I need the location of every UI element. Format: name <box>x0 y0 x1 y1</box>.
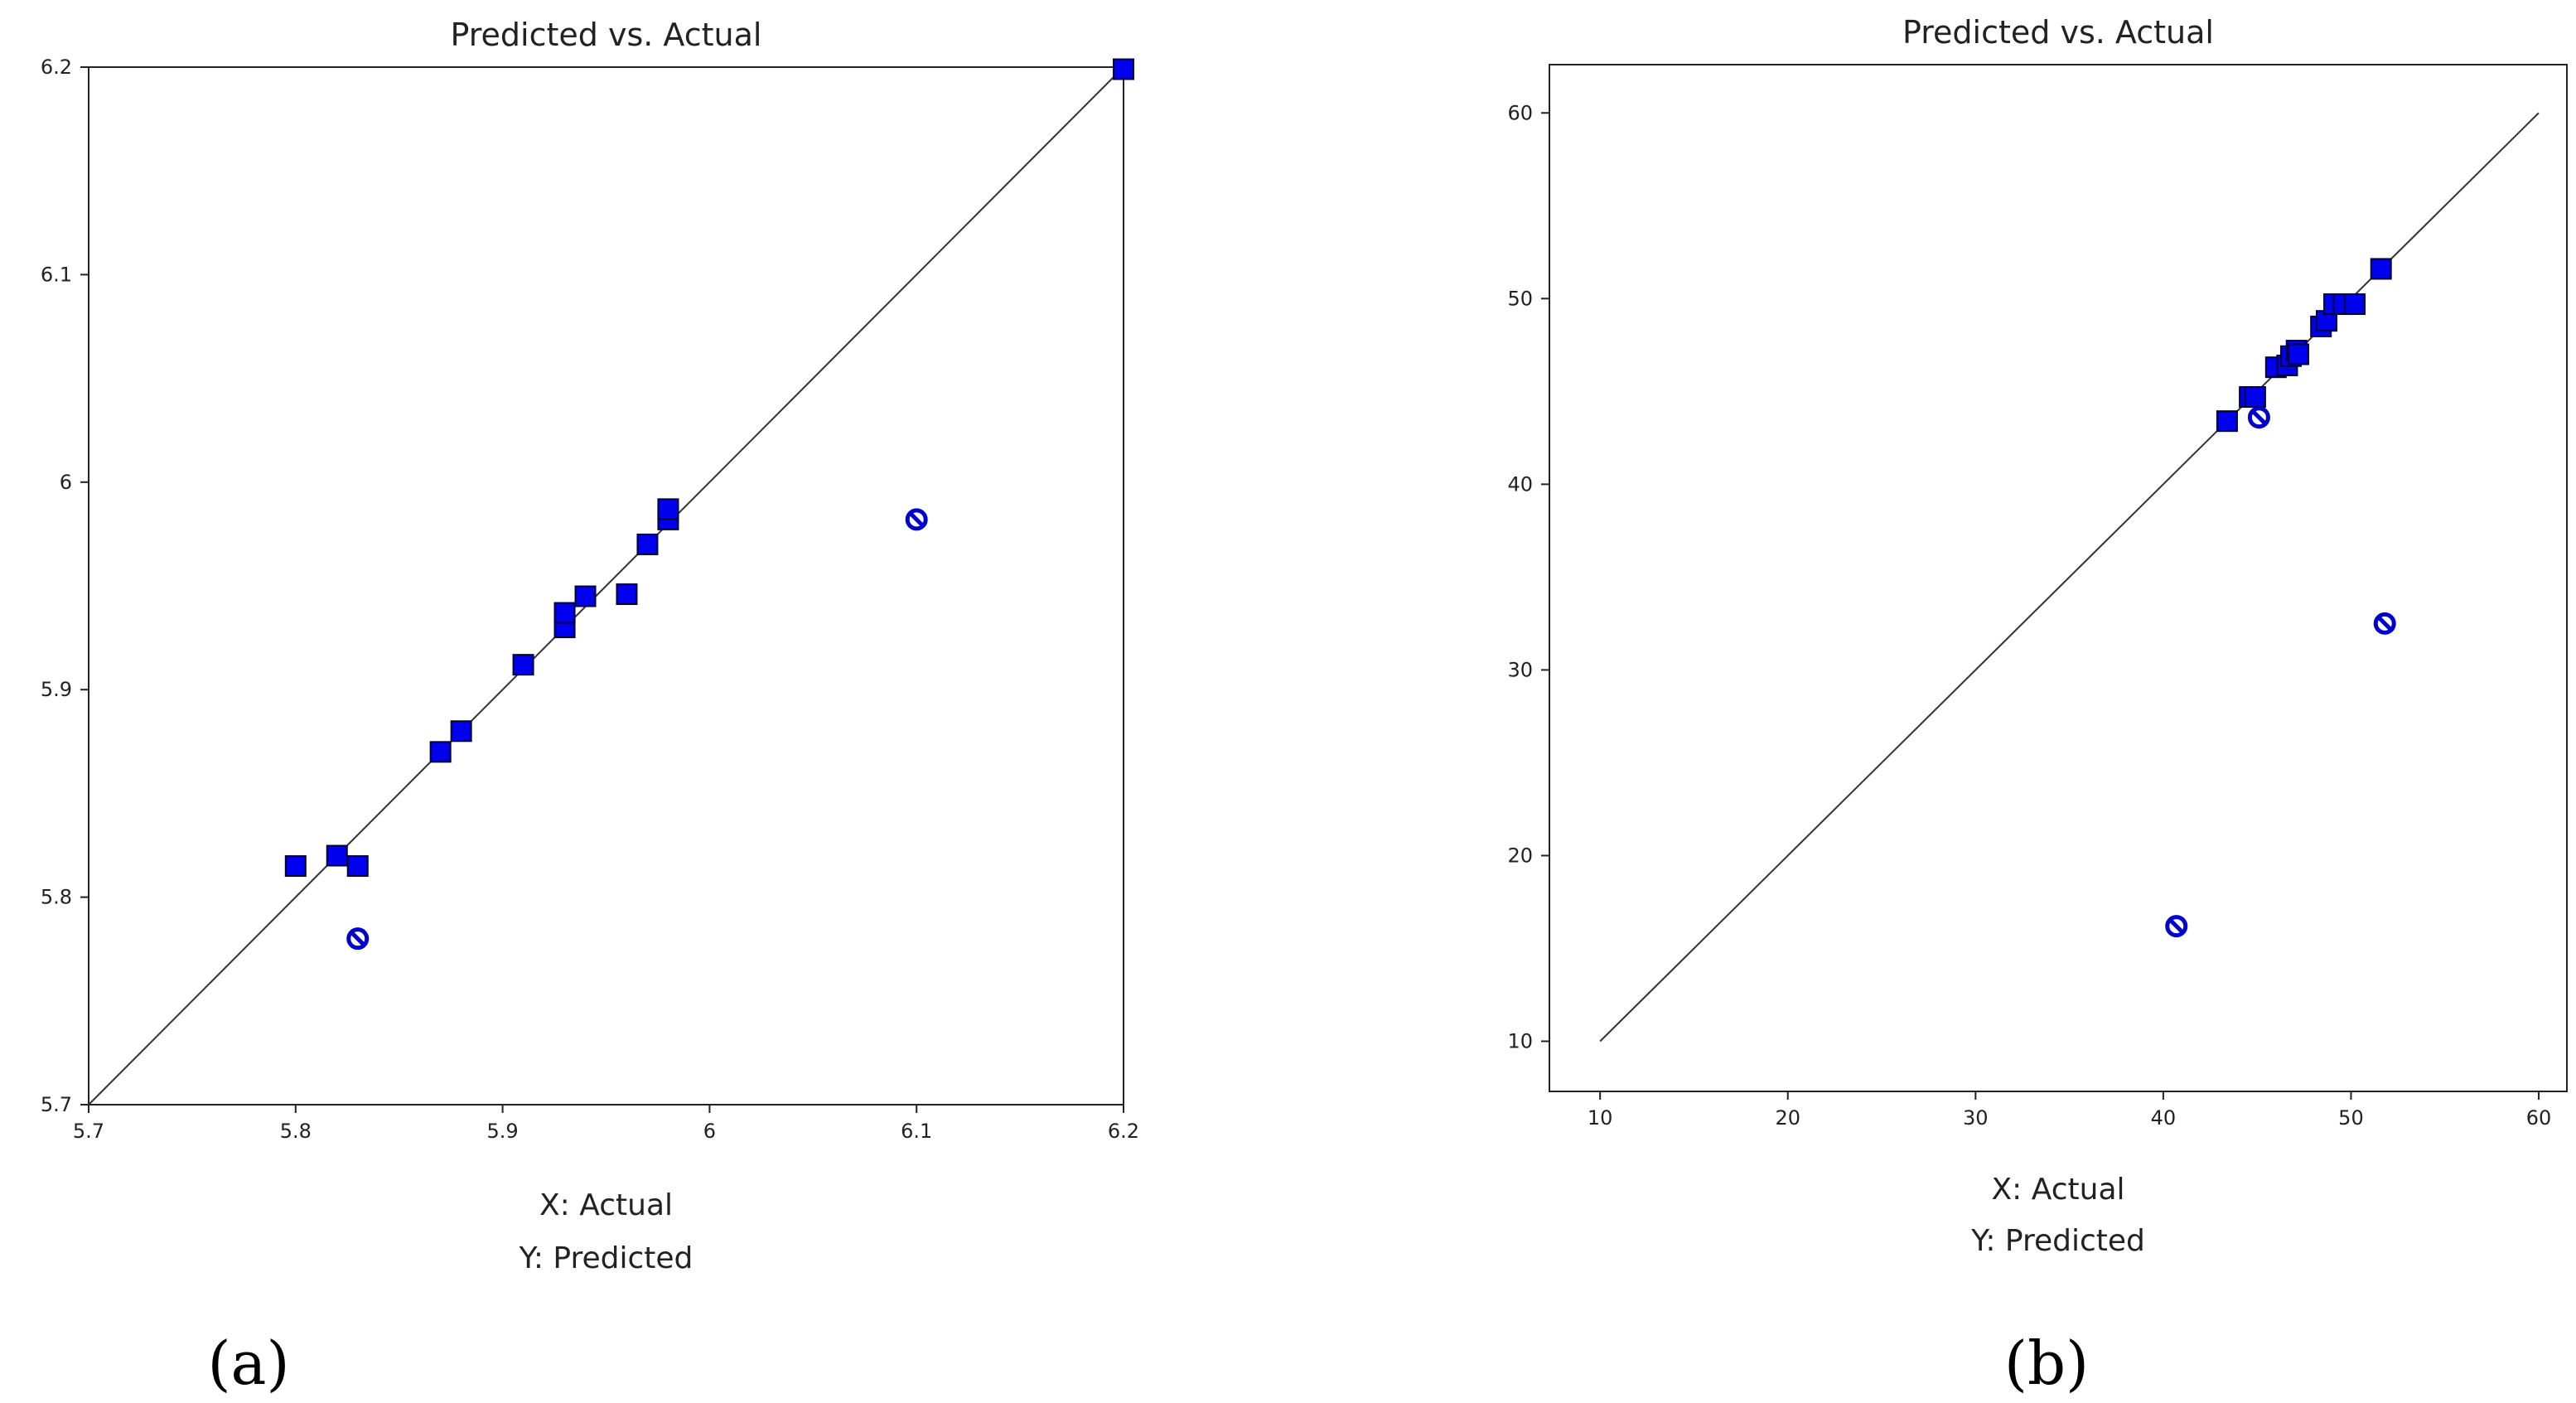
chart-panel-a: Predicted vs. Actual 5.7 5.8 5.9 6 6.1 6.2 5.7 5… <box>41 17 1139 1398</box>
data-point-square <box>1113 58 1134 80</box>
x-tick-label: 10 <box>1588 1106 1613 1130</box>
x-tick-label: 6 <box>703 1120 716 1143</box>
x-tick-label: 30 <box>1963 1106 1989 1130</box>
x-tick-label: 5.7 <box>73 1120 104 1143</box>
outlier-slash <box>350 931 365 946</box>
y-tick-label: 6.2 <box>41 56 72 79</box>
data-point-square <box>450 720 472 743</box>
data-point-square <box>553 602 576 624</box>
x-tick-label: 20 <box>1775 1106 1800 1130</box>
data-point-square <box>657 498 679 520</box>
plot-frame <box>88 66 1124 1105</box>
data-point-square <box>2343 293 2366 316</box>
data-point-square <box>2216 410 2238 433</box>
x-axis-label: X: Actual <box>539 1188 673 1222</box>
y-tick-label: 5.9 <box>41 678 72 701</box>
data-point-square <box>284 855 307 878</box>
y-tick-label: 20 <box>1507 844 1533 867</box>
data-point-square <box>326 844 348 867</box>
chart-panel-b: Predicted vs. Actual 10 20 30 40 50 60 10 20 30 40… <box>1507 14 2568 1398</box>
y-tick-label: 6 <box>60 471 72 494</box>
x-tick-label: 6.2 <box>1108 1120 1139 1143</box>
data-point-square <box>636 533 659 555</box>
data-point-outlier <box>346 927 370 951</box>
panel-label: (a) <box>207 1328 289 1398</box>
x-axis-label: X: Actual <box>1991 1173 2124 1207</box>
x-tick-label: 5.8 <box>280 1120 312 1143</box>
data-point-square <box>346 855 369 878</box>
chart-title: Predicted vs. Actual <box>451 17 762 53</box>
y-tick-label: 5.7 <box>41 1093 72 1116</box>
y-tick-label: 40 <box>1507 472 1533 496</box>
reference-line <box>88 66 1124 1105</box>
data-point-square <box>2288 343 2310 365</box>
plot-frame <box>1549 64 2568 1092</box>
y-tick-label: 30 <box>1507 658 1533 681</box>
y-axis-label: Y: Predicted <box>519 1241 694 1275</box>
chart-title: Predicted vs. Actual <box>1902 14 2214 51</box>
y-tick-label: 50 <box>1507 287 1533 310</box>
panel-label: (b) <box>2004 1328 2089 1398</box>
y-tick-label: 6.1 <box>41 263 72 286</box>
x-tick-label: 60 <box>2526 1106 2552 1130</box>
x-tick-label: 40 <box>2151 1106 2177 1130</box>
outlier-slash <box>2168 918 2184 934</box>
data-point-square <box>574 585 597 607</box>
reference-line <box>1599 112 2540 1043</box>
x-tick-label: 50 <box>2338 1106 2364 1130</box>
data-point-outlier <box>905 508 928 531</box>
data-point-outlier <box>2165 915 2188 938</box>
data-point-square <box>2244 386 2266 409</box>
outlier-slash <box>2251 409 2267 425</box>
data-point-square <box>616 583 638 606</box>
data-point-outlier <box>2247 406 2270 429</box>
data-point-outlier <box>2373 612 2396 635</box>
y-tick-label: 60 <box>1507 101 1533 124</box>
y-tick-label: 10 <box>1507 1030 1533 1053</box>
x-tick-label: 6.1 <box>901 1120 932 1143</box>
outlier-slash <box>909 512 924 527</box>
data-point-square <box>512 654 534 676</box>
x-tick-label: 5.9 <box>487 1120 519 1143</box>
y-tick-label: 5.8 <box>41 886 72 909</box>
data-point-square <box>429 741 452 763</box>
y-axis-label: Y: Predicted <box>1970 1224 2145 1258</box>
data-point-square <box>2370 258 2392 280</box>
outlier-slash <box>2377 616 2392 631</box>
